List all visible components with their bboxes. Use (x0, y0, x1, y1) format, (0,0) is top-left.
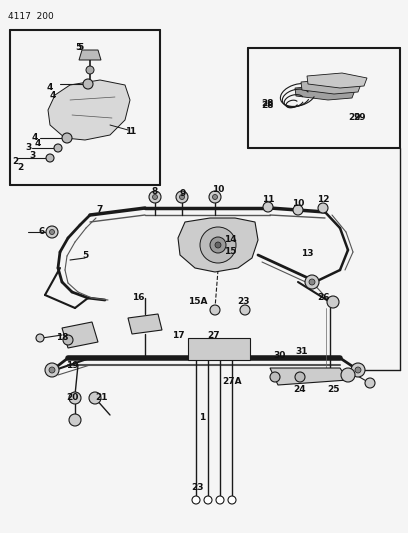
Text: 20: 20 (66, 393, 78, 402)
Text: 1: 1 (199, 414, 205, 423)
Text: 27A: 27A (222, 377, 242, 386)
Circle shape (210, 305, 220, 315)
Circle shape (149, 191, 161, 203)
Circle shape (263, 202, 273, 212)
Text: 19: 19 (66, 360, 78, 369)
Text: 4: 4 (32, 133, 38, 142)
Text: 4117  200: 4117 200 (8, 12, 54, 21)
Circle shape (351, 363, 365, 377)
Text: 10: 10 (212, 185, 224, 195)
Text: 15A: 15A (188, 297, 208, 306)
Polygon shape (301, 79, 361, 94)
Text: 27: 27 (208, 330, 220, 340)
Circle shape (318, 203, 328, 213)
Circle shape (215, 242, 221, 248)
Circle shape (83, 79, 93, 89)
Text: 13: 13 (301, 248, 313, 257)
Polygon shape (62, 322, 98, 348)
Circle shape (36, 334, 44, 342)
Text: 23: 23 (192, 483, 204, 492)
Circle shape (46, 154, 54, 162)
Text: 5: 5 (82, 251, 88, 260)
Text: 11: 11 (262, 195, 274, 204)
Text: 12: 12 (317, 196, 329, 205)
Circle shape (228, 496, 236, 504)
Polygon shape (178, 218, 258, 272)
Text: 21: 21 (96, 393, 108, 402)
Circle shape (69, 392, 81, 404)
Circle shape (341, 368, 355, 382)
Text: 29: 29 (349, 114, 361, 123)
Circle shape (176, 191, 188, 203)
Text: 8: 8 (152, 188, 158, 197)
Polygon shape (307, 73, 367, 88)
Text: 23: 23 (238, 297, 250, 306)
Text: 9: 9 (180, 189, 186, 198)
Circle shape (293, 205, 303, 215)
Text: 3: 3 (25, 143, 31, 152)
Text: 16: 16 (132, 294, 144, 303)
Circle shape (213, 195, 217, 199)
Text: 28: 28 (262, 99, 274, 108)
Text: 25: 25 (328, 385, 340, 394)
Circle shape (45, 363, 59, 377)
Circle shape (63, 335, 73, 345)
Text: 31: 31 (296, 348, 308, 357)
Polygon shape (128, 314, 162, 334)
Circle shape (209, 191, 221, 203)
Circle shape (309, 279, 315, 285)
Text: 1: 1 (125, 127, 131, 136)
Circle shape (89, 392, 101, 404)
Text: 29: 29 (354, 114, 366, 123)
Text: 4: 4 (35, 139, 41, 148)
Text: 4: 4 (47, 84, 53, 93)
Polygon shape (295, 85, 355, 100)
Text: 24: 24 (294, 385, 306, 394)
Circle shape (216, 496, 224, 504)
Text: 7: 7 (97, 206, 103, 214)
Text: 17: 17 (172, 330, 184, 340)
Text: 14: 14 (224, 236, 236, 245)
Circle shape (86, 66, 94, 74)
Text: 6: 6 (39, 228, 45, 237)
Text: 4: 4 (50, 91, 56, 100)
Polygon shape (79, 50, 101, 60)
Text: 3: 3 (29, 150, 35, 159)
Text: 5: 5 (77, 44, 83, 52)
Circle shape (192, 496, 200, 504)
Circle shape (270, 372, 280, 382)
Text: 2: 2 (12, 157, 18, 166)
Text: 30: 30 (274, 351, 286, 359)
Text: 15: 15 (224, 247, 236, 256)
Circle shape (327, 296, 339, 308)
Circle shape (49, 230, 55, 235)
Circle shape (54, 144, 62, 152)
Text: 2: 2 (17, 164, 23, 173)
Circle shape (204, 496, 212, 504)
Circle shape (240, 305, 250, 315)
Circle shape (46, 226, 58, 238)
Circle shape (210, 237, 226, 253)
Circle shape (295, 372, 305, 382)
Bar (188, 338, 250, 360)
Polygon shape (270, 368, 348, 385)
Circle shape (365, 378, 375, 388)
Circle shape (153, 195, 157, 199)
Text: 1: 1 (129, 127, 135, 136)
Text: 5: 5 (75, 44, 81, 52)
Text: 26: 26 (318, 294, 330, 303)
Circle shape (69, 414, 81, 426)
Circle shape (305, 275, 319, 289)
Circle shape (49, 367, 55, 373)
Circle shape (62, 133, 72, 143)
Circle shape (355, 367, 361, 373)
Circle shape (180, 195, 184, 199)
Text: 18: 18 (56, 333, 68, 342)
Text: 28: 28 (262, 101, 274, 109)
Text: 10: 10 (292, 198, 304, 207)
Circle shape (200, 227, 236, 263)
Polygon shape (48, 80, 130, 140)
